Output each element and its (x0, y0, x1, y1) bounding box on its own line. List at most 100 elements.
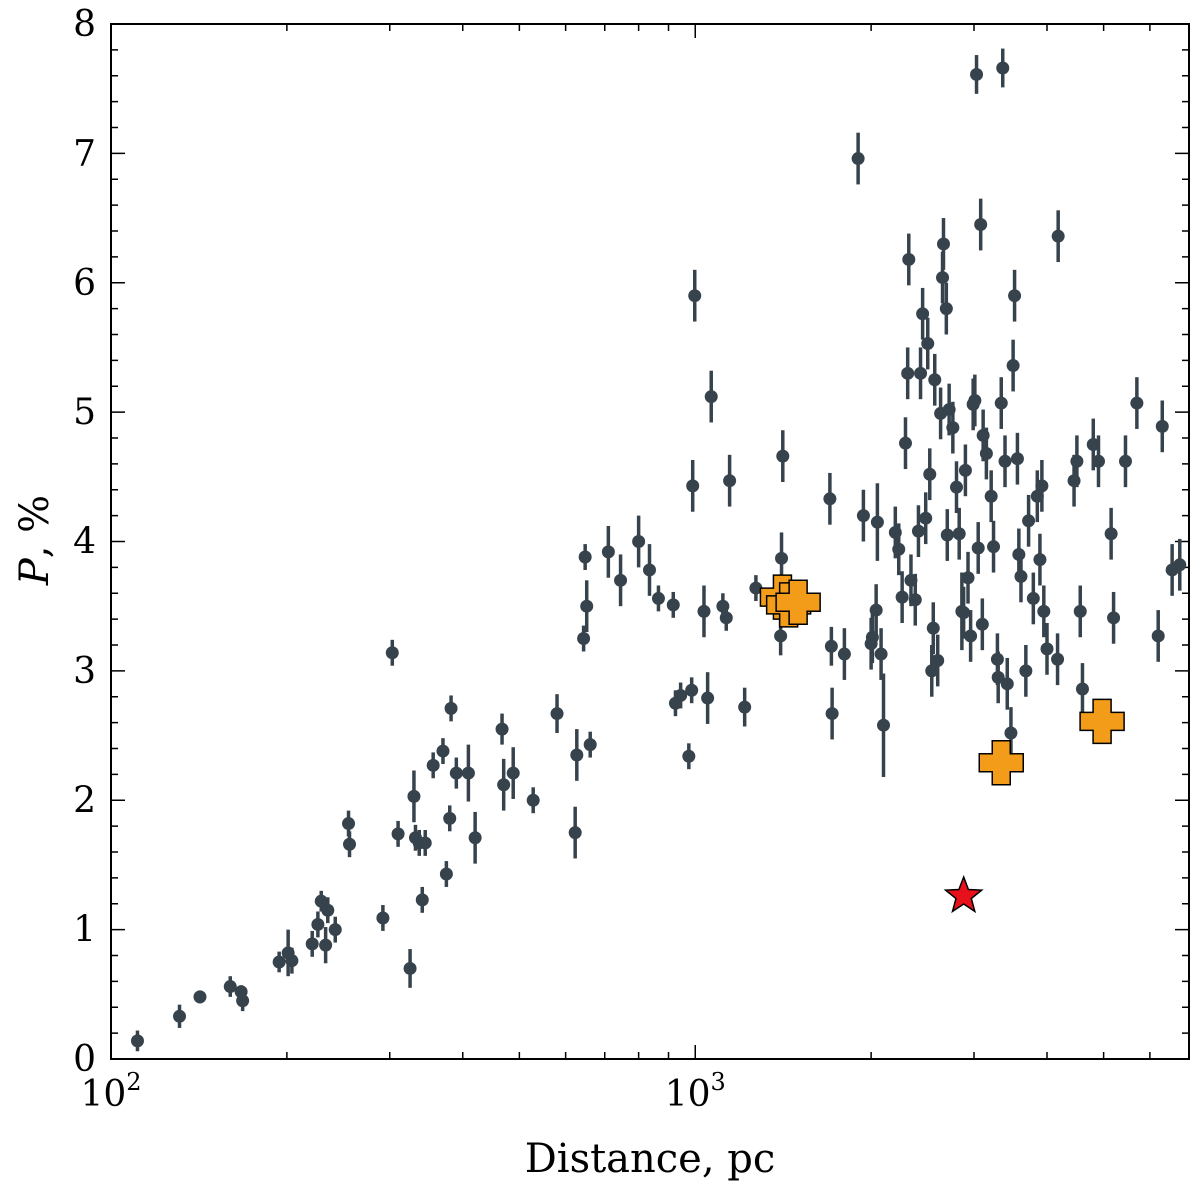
data-point (940, 509, 954, 561)
data-point (236, 990, 250, 1012)
point-marker (998, 454, 1012, 468)
data-point (877, 673, 891, 777)
point-marker (1026, 591, 1040, 605)
data-point (436, 738, 450, 765)
point-marker (449, 766, 463, 780)
point-marker (697, 604, 711, 618)
point-marker (921, 337, 935, 351)
point-marker (974, 218, 988, 232)
point-marker (919, 511, 933, 525)
point-marker (651, 591, 665, 605)
data-point (1000, 657, 1014, 710)
point-marker (975, 617, 989, 631)
y-tick-label: 8 (73, 4, 96, 45)
point-marker (749, 581, 763, 595)
point-marker (775, 551, 789, 565)
point-marker (601, 545, 615, 559)
data-point (550, 694, 564, 733)
point-marker (443, 811, 457, 825)
point-marker (1019, 664, 1033, 678)
data-point (923, 448, 937, 501)
point-marker (305, 937, 319, 951)
data-point (1130, 377, 1144, 429)
point-marker (902, 252, 916, 266)
data-point (856, 489, 870, 542)
data-point (272, 951, 286, 973)
x-axis-label: Distance, pc (525, 1136, 776, 1182)
point-marker (936, 271, 950, 285)
x-tick-label: 103 (665, 1068, 726, 1115)
data-point (444, 695, 458, 722)
point-marker (1151, 629, 1165, 643)
data-point (958, 444, 972, 497)
point-marker (923, 467, 937, 481)
point-marker (1118, 454, 1132, 468)
data-point (719, 604, 733, 631)
data-point (1006, 339, 1020, 392)
data-point (321, 897, 335, 924)
data-point (971, 522, 985, 574)
point-marker (940, 528, 954, 542)
point-marker (1008, 289, 1022, 303)
point-marker (856, 509, 870, 523)
x-tick-exponent: 3 (711, 1068, 726, 1096)
point-marker (685, 683, 699, 697)
data-point (601, 525, 615, 578)
y-tick-label: 3 (73, 651, 96, 692)
point-marker (987, 540, 1001, 554)
point-marker (1012, 547, 1026, 561)
point-marker (1004, 726, 1018, 740)
data-point (837, 628, 851, 680)
point-marker (570, 748, 584, 762)
data-point (968, 374, 982, 427)
point-marker (436, 744, 450, 758)
point-marker (837, 647, 851, 661)
point-marker (1033, 553, 1047, 567)
point-marker (1040, 642, 1054, 656)
data-point (497, 758, 511, 811)
x-tick-labels: 102 103 (80, 1068, 725, 1115)
point-marker (130, 1034, 144, 1048)
point-marker (506, 766, 520, 780)
y-axis-symbol: P (12, 557, 58, 586)
data-point (1033, 533, 1047, 586)
point-marker (1075, 682, 1089, 696)
point-marker (1091, 454, 1105, 468)
point-marker (776, 449, 790, 463)
data-point (1014, 550, 1028, 603)
point-marker (825, 707, 839, 721)
point-marker (686, 479, 700, 493)
point-marker (996, 61, 1010, 75)
x-tick-label: 102 (80, 1068, 141, 1115)
x-tick-base: 10 (665, 1074, 711, 1115)
point-marker (407, 789, 421, 803)
point-marker (901, 366, 915, 380)
data-point (1035, 459, 1049, 512)
y-tick-label: 0 (73, 1039, 96, 1080)
point-marker (928, 373, 942, 387)
point-marker (418, 836, 432, 850)
point-marker (319, 938, 333, 952)
data-point (916, 287, 930, 340)
data-point (468, 811, 482, 864)
data-point (583, 731, 597, 758)
data-point (314, 890, 328, 912)
data-point (914, 347, 928, 400)
data-point (975, 598, 989, 651)
y-tick-label: 7 (73, 133, 96, 174)
point-marker (925, 664, 939, 678)
data-point (996, 48, 1010, 88)
series-target-star (943, 874, 984, 914)
y-tick-label: 2 (73, 780, 96, 821)
data-point (964, 610, 978, 662)
data-point (391, 820, 405, 847)
data-point (921, 317, 935, 370)
data-point (874, 628, 888, 680)
data-point (952, 507, 966, 560)
data-point (415, 886, 429, 913)
y-tick-label: 6 (73, 263, 96, 304)
data-point (1151, 610, 1165, 662)
point-marker (439, 867, 453, 881)
point-marker (550, 707, 564, 721)
